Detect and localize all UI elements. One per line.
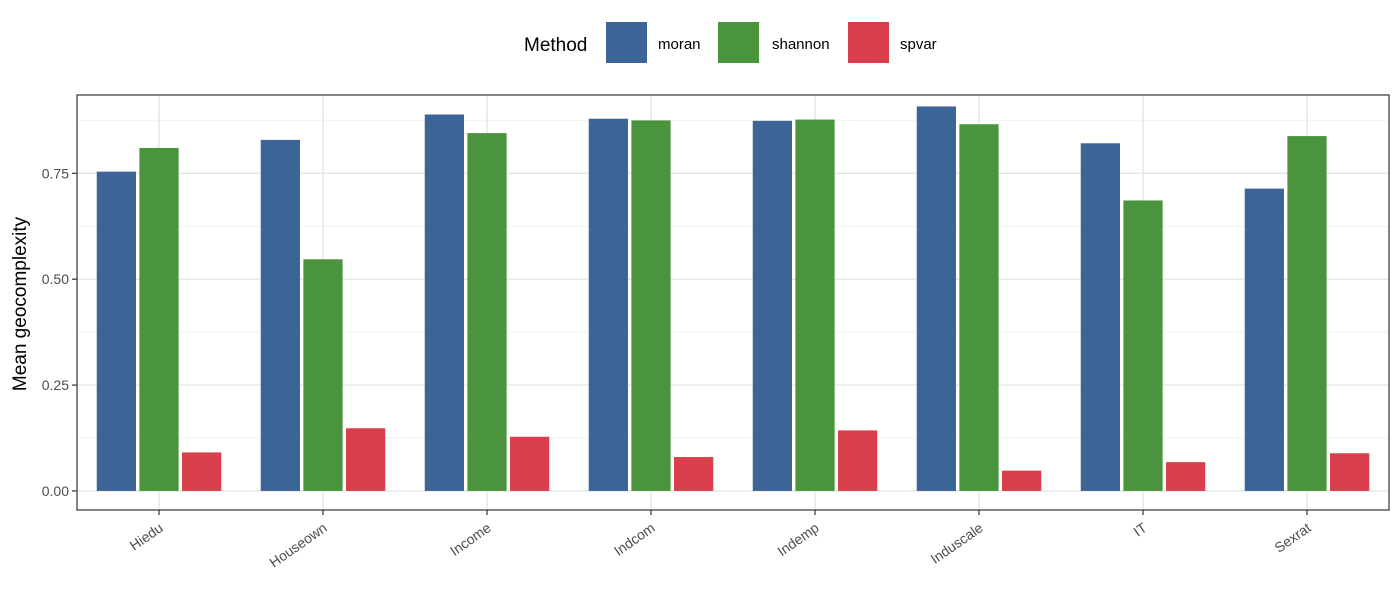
legend-key-moran [606,22,647,63]
x-tick-label: Income [447,519,494,559]
bar-moran-indemp [752,120,792,491]
y-tick-label: 0.25 [42,377,69,393]
legend-key-spvar [848,22,889,63]
y-axis-title: Mean geocomplexity [10,216,31,391]
y-tick-label: 0.75 [42,165,69,181]
bar-moran-it [1080,143,1120,491]
bar-shannon-it [1123,200,1163,491]
bar-shannon-houseown [303,259,343,491]
bar-spvar-sexrat [1330,453,1370,491]
bar-spvar-houseown [346,428,386,491]
x-tick-label: Houseown [266,519,329,570]
x-tick-label: Induscale [927,519,985,567]
bar-shannon-induscale [959,124,999,491]
legend-title: Method [524,35,587,56]
x-tick-label: Indcom [611,519,658,558]
x-tick-label: IT [1130,519,1150,539]
legend-label-moran: moran [658,36,701,53]
bar-shannon-hiedu [139,147,179,491]
legend: Method moran shannon spvar [524,22,937,63]
bar-moran-income [424,114,464,491]
bar-moran-houseown [260,139,300,491]
bar-moran-hiedu [96,171,136,491]
x-tick-label: Hiedu [127,519,166,553]
bar-spvar-it [1166,462,1206,491]
bar-shannon-sexrat [1287,136,1327,491]
bar-spvar-indcom [674,457,714,491]
bar-spvar-income [510,436,550,491]
bar-moran-induscale [916,106,956,491]
x-tick-label: Sexrat [1271,519,1313,555]
bar-spvar-induscale [1002,470,1042,491]
y-tick-label: 0.50 [42,271,69,287]
bar-shannon-income [467,133,507,491]
legend-label-shannon: shannon [772,36,830,53]
bar-spvar-indemp [838,430,878,491]
bar-spvar-hiedu [182,452,222,491]
plot-panel [76,94,1390,511]
bar-shannon-indcom [631,120,671,491]
legend-label-spvar: spvar [900,36,937,53]
legend-key-shannon [718,22,759,63]
y-axis: 0.00 0.25 0.50 0.75 [42,165,77,499]
bar-moran-indcom [588,118,628,491]
y-tick-label: 0.00 [42,483,69,499]
x-tick-label: Indemp [774,519,822,559]
bar-shannon-indemp [795,119,835,491]
x-axis: Hiedu Houseown Income Indcom Indemp Induscale… [127,510,1314,570]
bar-moran-sexrat [1244,188,1284,491]
panel-border [76,94,1390,511]
